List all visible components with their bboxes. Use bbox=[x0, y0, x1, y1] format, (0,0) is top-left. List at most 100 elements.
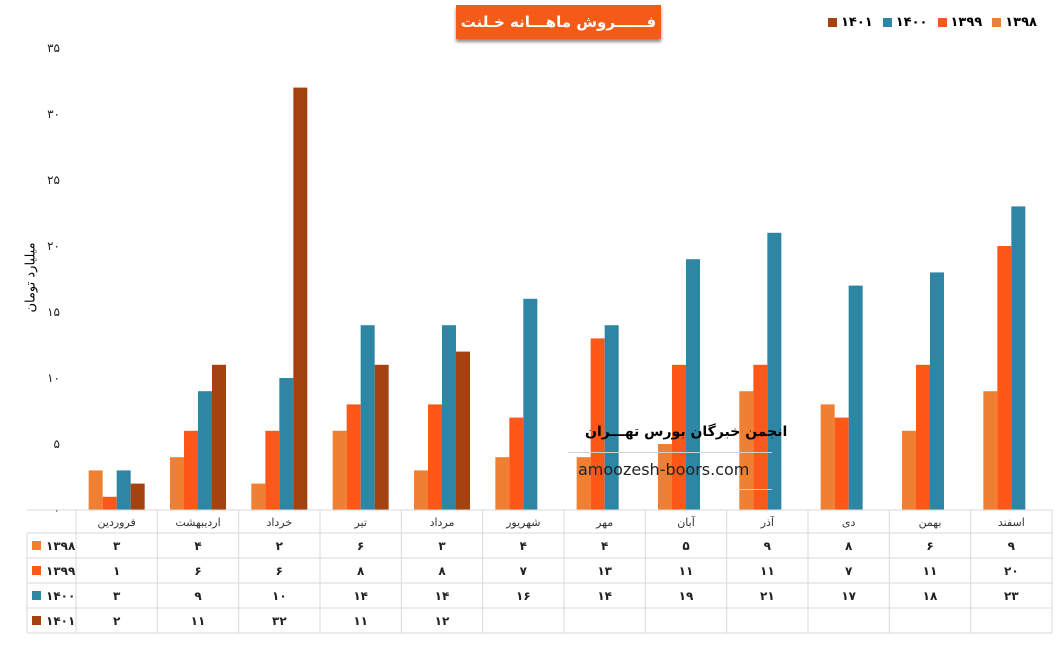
bar bbox=[686, 259, 700, 510]
table-cell-value: ۳ bbox=[438, 539, 446, 553]
legend-label: ۱۳۹۸ bbox=[1005, 15, 1037, 30]
bar bbox=[102, 496, 117, 510]
bar bbox=[116, 470, 131, 510]
x-category-label: مرداد bbox=[430, 516, 455, 529]
watermark-url: amoozesh-boors.com bbox=[578, 460, 750, 479]
bar bbox=[604, 325, 619, 510]
table-cell-value: ۷ bbox=[845, 564, 853, 578]
table-series-name: ۱۴۰۱ bbox=[46, 614, 75, 628]
table-cell-value: ۷ bbox=[520, 564, 528, 578]
y-axis-title: میلیارد تومان bbox=[23, 242, 39, 313]
legend-item: ۱۴۰۱ bbox=[828, 15, 873, 30]
table-cell-value: ۱۴ bbox=[435, 589, 450, 603]
table-cell-value: ۴ bbox=[520, 539, 527, 553]
table-cell-value: ۴ bbox=[194, 539, 201, 553]
legend-swatch bbox=[992, 18, 1002, 27]
legend-swatch bbox=[937, 18, 947, 27]
bar bbox=[576, 457, 591, 510]
legend-item: ۱۳۹۹ bbox=[937, 15, 982, 30]
table-cell-value: ۱۰ bbox=[272, 589, 287, 603]
table-cell-value: ۶ bbox=[194, 564, 201, 578]
table-cell-value: ۹ bbox=[764, 539, 772, 553]
bar bbox=[983, 391, 998, 510]
x-category-label: تیر bbox=[353, 516, 366, 529]
table-series-swatch bbox=[32, 541, 41, 550]
bar bbox=[902, 430, 916, 510]
table-cell-value: ۱۱ bbox=[760, 564, 775, 578]
bar bbox=[374, 364, 389, 510]
bar bbox=[442, 325, 456, 510]
legend-swatch bbox=[882, 18, 892, 27]
bar bbox=[753, 364, 768, 510]
table-cell-value: ۶ bbox=[357, 539, 364, 553]
bar bbox=[428, 404, 442, 510]
x-category-label: بهمن bbox=[919, 516, 942, 529]
x-category-label: آبان bbox=[677, 515, 695, 529]
table-cell-value: ۱۴ bbox=[353, 589, 368, 603]
bar bbox=[739, 391, 754, 510]
bar bbox=[916, 364, 930, 510]
table-series-name: ۱۳۹۹ bbox=[46, 564, 76, 578]
bar bbox=[523, 298, 538, 510]
bar bbox=[997, 246, 1012, 510]
table-cell-value: ۱۱ bbox=[923, 564, 938, 578]
table-series-swatch bbox=[32, 566, 41, 575]
y-tick-label: ۱۰ bbox=[47, 371, 60, 385]
bar bbox=[251, 483, 266, 510]
bar bbox=[332, 430, 347, 510]
table-cell-value: ۲ bbox=[276, 539, 284, 553]
table-cell-value: ۸ bbox=[357, 564, 365, 578]
x-category-label: اسفند bbox=[998, 516, 1025, 529]
table-cell-value: ۵ bbox=[682, 539, 689, 553]
table-cell-value: ۱۳ bbox=[597, 564, 612, 578]
table-cell-value: ۲۳ bbox=[1004, 589, 1019, 603]
legend-item: ۱۴۰۰ bbox=[882, 15, 928, 30]
table-cell-value: ۱۱ bbox=[679, 564, 694, 578]
table-cell-value: ۹ bbox=[1008, 539, 1016, 553]
table-cell-value: ۶ bbox=[276, 564, 283, 578]
table-series-swatch bbox=[32, 616, 41, 625]
table-cell-value: ۱۴ bbox=[597, 589, 612, 603]
legend-swatch bbox=[828, 18, 837, 27]
table-cell-value: ۱۶ bbox=[516, 589, 531, 603]
table-cell-value: ۱ bbox=[113, 564, 120, 578]
table-cell-value: ۳ bbox=[113, 589, 121, 603]
bar bbox=[170, 457, 184, 510]
watermark-title: انجمن خبرگان بورس تهـــران bbox=[585, 424, 788, 440]
y-tick-label: ۳۰ bbox=[47, 107, 60, 121]
table-cell-value: ۱۷ bbox=[841, 589, 856, 603]
bar bbox=[495, 457, 510, 510]
table-cell-value: ۱۱ bbox=[353, 614, 368, 628]
chart-legend: ۱۴۰۱ ۱۴۰۰ ۱۳۹۹ ۱۳۹۸ bbox=[828, 15, 1047, 30]
y-tick-label: ۱۵ bbox=[47, 305, 60, 319]
x-category-label: مهر bbox=[595, 516, 613, 529]
bar bbox=[279, 378, 294, 510]
chart-title: فــــــروش ماهـــانه خـلنت bbox=[456, 5, 661, 39]
legend-label: ۱۴۰۱ bbox=[841, 15, 873, 30]
bar bbox=[848, 285, 863, 510]
bar bbox=[590, 338, 605, 510]
table-cell-value: ۱۹ bbox=[679, 589, 694, 603]
table-cell-value: ۸ bbox=[845, 539, 853, 553]
watermark-divider-bottom bbox=[738, 489, 772, 490]
table-cell-value: ۳۲ bbox=[272, 614, 287, 628]
x-category-label: اردیبهشت bbox=[175, 516, 220, 529]
table-cell-value: ۱۲ bbox=[435, 614, 450, 628]
table-cell-value: ۲ bbox=[113, 614, 121, 628]
bar bbox=[767, 232, 782, 511]
table-cell-value: ۶ bbox=[926, 539, 933, 553]
x-category-label: دی bbox=[842, 516, 856, 529]
bar bbox=[184, 430, 198, 510]
bar bbox=[198, 391, 212, 510]
table-series-swatch bbox=[32, 591, 41, 600]
y-tick-label: ۲۵ bbox=[47, 173, 60, 187]
y-tick-label: ۵ bbox=[54, 437, 60, 451]
bar bbox=[130, 483, 145, 510]
y-tick-label: ۳۵ bbox=[47, 41, 60, 55]
legend-item: ۱۳۹۸ bbox=[992, 15, 1037, 30]
bar bbox=[265, 430, 280, 510]
bar bbox=[834, 417, 849, 510]
bar bbox=[1011, 206, 1026, 510]
bar bbox=[346, 404, 361, 510]
bar bbox=[360, 325, 375, 510]
